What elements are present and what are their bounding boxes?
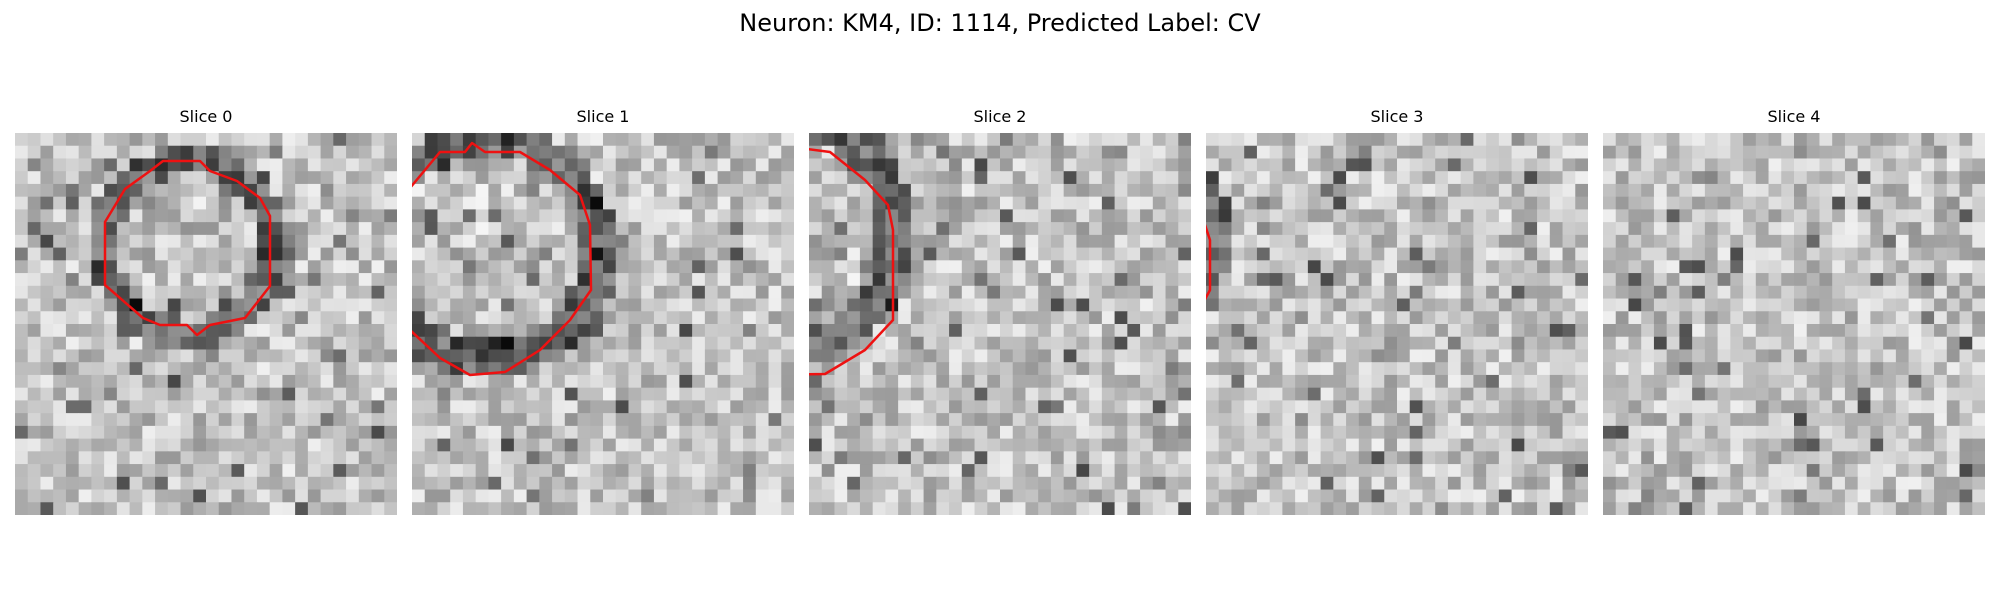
slice-image [1206, 133, 1588, 515]
cell-contour [412, 141, 593, 377]
slice-panel-3: Slice 3 [1206, 106, 1588, 515]
cell-contour [809, 147, 895, 376]
slice-image [1603, 133, 1985, 515]
slice-title: Slice 1 [576, 107, 630, 126]
slice-image [15, 133, 397, 515]
slice-image [412, 133, 794, 515]
slice-title: Slice 0 [179, 107, 233, 126]
slice-image [809, 133, 1191, 515]
slice-panel-1: Slice 1 [412, 106, 794, 515]
slice-panel-0: Slice 0 [15, 106, 397, 515]
slice-title: Slice 4 [1767, 107, 1821, 126]
slice-title: Slice 2 [973, 107, 1027, 126]
figure-title: Neuron: KM4, ID: 1114, Predicted Label: … [739, 9, 1261, 37]
slice-panel-2: Slice 2 [809, 106, 1191, 515]
slice-title: Slice 3 [1370, 107, 1424, 126]
slice-panel-4: Slice 4 [1603, 106, 1985, 515]
cell-contour [103, 159, 272, 337]
